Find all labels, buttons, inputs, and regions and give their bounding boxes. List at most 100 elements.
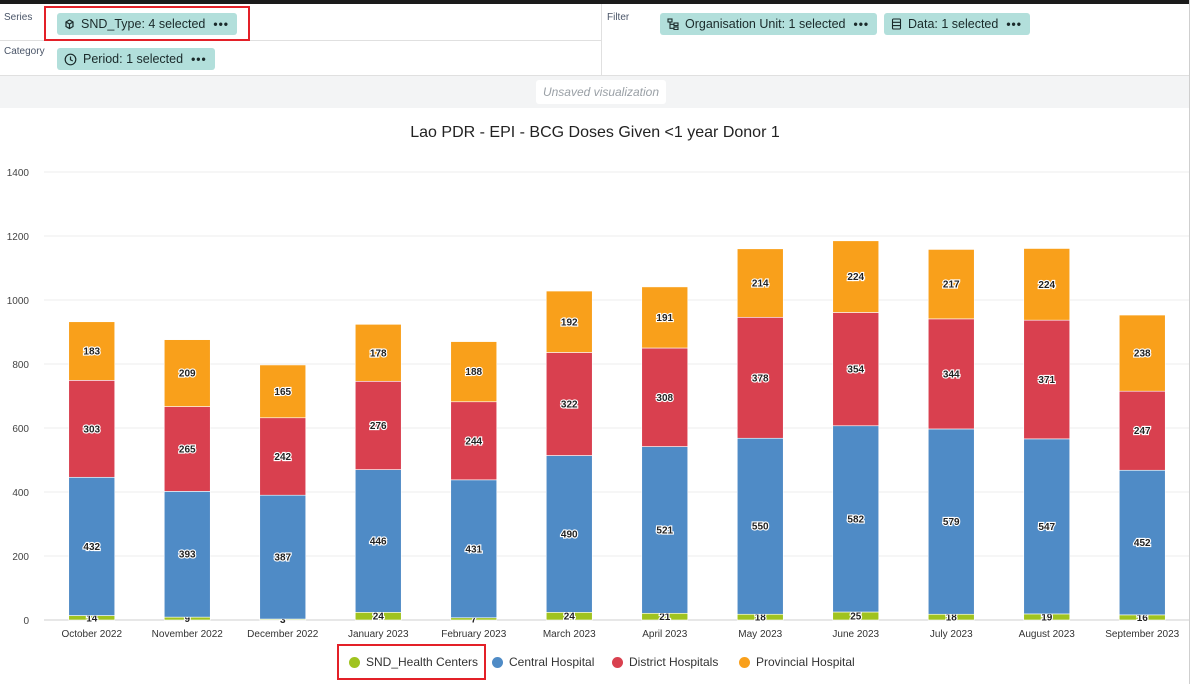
data-label: 582	[847, 514, 864, 525]
chart-title: Lao PDR - EPI - BCG Doses Given <1 year …	[410, 124, 780, 141]
x-tick-label: March 2023	[543, 629, 596, 640]
data-label: 24	[373, 612, 385, 623]
x-tick-label: September 2023	[1105, 629, 1179, 640]
bar-segment	[259, 364, 307, 419]
bar-segment	[450, 479, 498, 619]
legend-item-health-centers[interactable]: SND_Health Centers	[349, 651, 478, 673]
data-label: 387	[274, 553, 291, 564]
data-label: 18	[755, 613, 767, 624]
chart-legend: SND_Health Centers Central Hospital Dist…	[0, 651, 1190, 673]
x-tick-label: November 2022	[152, 629, 224, 640]
x-tick-label: July 2023	[930, 629, 973, 640]
legend-swatch	[612, 656, 623, 668]
y-tick-label: 400	[12, 488, 29, 499]
bar-segment	[68, 380, 116, 478]
x-tick-label: August 2023	[1019, 629, 1076, 640]
y-tick-label: 600	[12, 424, 29, 435]
series-dimension-chip[interactable]: SND_Type: 4 selected •••	[57, 13, 237, 35]
org-unit-filter-chip[interactable]: Organisation Unit: 1 selected •••	[660, 13, 878, 35]
data-label: 24	[564, 612, 576, 623]
series-axis-label: Series	[4, 12, 33, 23]
bar-segment	[354, 324, 402, 382]
bar-segment	[1023, 438, 1071, 615]
category-axis-label: Category	[4, 46, 45, 57]
data-label: 244	[465, 436, 482, 447]
x-tick-label: June 2023	[832, 629, 879, 640]
bar-segment	[641, 347, 689, 447]
layout-panel: Series Category Filter SND_Type: 4 selec…	[0, 4, 1190, 76]
bar-segment	[832, 240, 880, 313]
data-label: 238	[1134, 349, 1151, 360]
bar-segment	[641, 446, 689, 614]
data-label: 354	[847, 365, 864, 376]
data-label: 393	[179, 550, 196, 561]
data-label: 303	[83, 424, 100, 435]
bar-segment	[163, 406, 211, 492]
y-tick-label: 1200	[7, 232, 30, 243]
bar-segment	[927, 318, 975, 430]
data-label: 322	[561, 400, 578, 411]
data-label: 490	[561, 529, 578, 540]
clock-icon	[64, 53, 77, 65]
org-unit-chip-label: Organisation Unit: 1 selected	[685, 17, 846, 31]
data-label: 378	[752, 373, 769, 384]
legend-item-district-hospitals[interactable]: District Hospitals	[612, 651, 718, 673]
data-label: 452	[1134, 538, 1151, 549]
org-unit-chip-menu-icon[interactable]: •••	[853, 17, 870, 31]
data-label: 224	[847, 272, 864, 283]
y-tick-label: 1400	[7, 168, 30, 179]
legend-label: Provincial Hospital	[756, 655, 855, 669]
category-option-icon	[65, 18, 74, 29]
data-chip-menu-icon[interactable]: •••	[1006, 17, 1022, 31]
data-label: 183	[83, 347, 100, 358]
bar-segment	[927, 249, 975, 320]
data-label: 188	[465, 367, 482, 378]
legend-item-provincial-hospital[interactable]: Provincial Hospital	[739, 651, 855, 673]
data-label: 521	[656, 525, 673, 536]
x-tick-label: February 2023	[441, 629, 506, 640]
chart-bars: 1443230318393932652093387242165244462761…	[68, 240, 1166, 627]
data-label: 276	[370, 421, 387, 432]
data-label: 25	[850, 612, 862, 623]
data-filter-chip[interactable]: Data: 1 selected •••	[884, 13, 1030, 35]
bar-segment	[641, 286, 689, 349]
chart-gridlines	[44, 171, 1190, 621]
legend-swatch	[739, 656, 750, 668]
bar-segment	[545, 352, 593, 456]
org-hierarchy-icon	[667, 18, 679, 30]
bar-segment	[545, 455, 593, 613]
data-label: 3	[280, 615, 286, 626]
data-label: 191	[656, 313, 673, 324]
category-dimension-chip[interactable]: Period: 1 selected •••	[57, 48, 215, 70]
filter-axis-label: Filter	[607, 12, 630, 23]
category-chip-menu-icon[interactable]: •••	[191, 52, 207, 66]
data-label: 265	[179, 444, 196, 455]
bar-segment	[927, 428, 975, 615]
layout-divider-vertical	[601, 4, 602, 75]
legend-item-central-hospital[interactable]: Central Hospital	[492, 651, 594, 673]
data-label: 21	[659, 612, 671, 623]
bar-segment	[163, 491, 211, 618]
x-tick-label: January 2023	[348, 629, 409, 640]
category-chip-label: Period: 1 selected	[83, 52, 184, 66]
data-label: 432	[83, 542, 100, 553]
y-axis: 0 200 400 600 800 1000 1200 1400	[7, 168, 30, 627]
bar-segment	[1118, 390, 1166, 471]
data-label: 217	[943, 280, 960, 291]
bar-segment	[354, 469, 402, 613]
bar-segment	[354, 380, 402, 470]
data-label: 19	[1041, 612, 1053, 623]
data-label: 247	[1134, 426, 1151, 437]
bar-segment	[832, 312, 880, 427]
x-axis: October 2022 November 2022 December 2022 Ja…	[61, 629, 1179, 640]
bar-segment	[1023, 319, 1071, 440]
series-chip-label: SND_Type: 4 selected	[81, 17, 206, 31]
bar-segment	[1118, 469, 1166, 616]
y-tick-label: 0	[23, 616, 29, 627]
data-label: 431	[465, 544, 482, 555]
data-label: 165	[274, 387, 291, 398]
series-chip-menu-icon[interactable]: •••	[213, 17, 229, 31]
data-label: 18	[946, 613, 958, 624]
data-label: 344	[943, 369, 960, 380]
